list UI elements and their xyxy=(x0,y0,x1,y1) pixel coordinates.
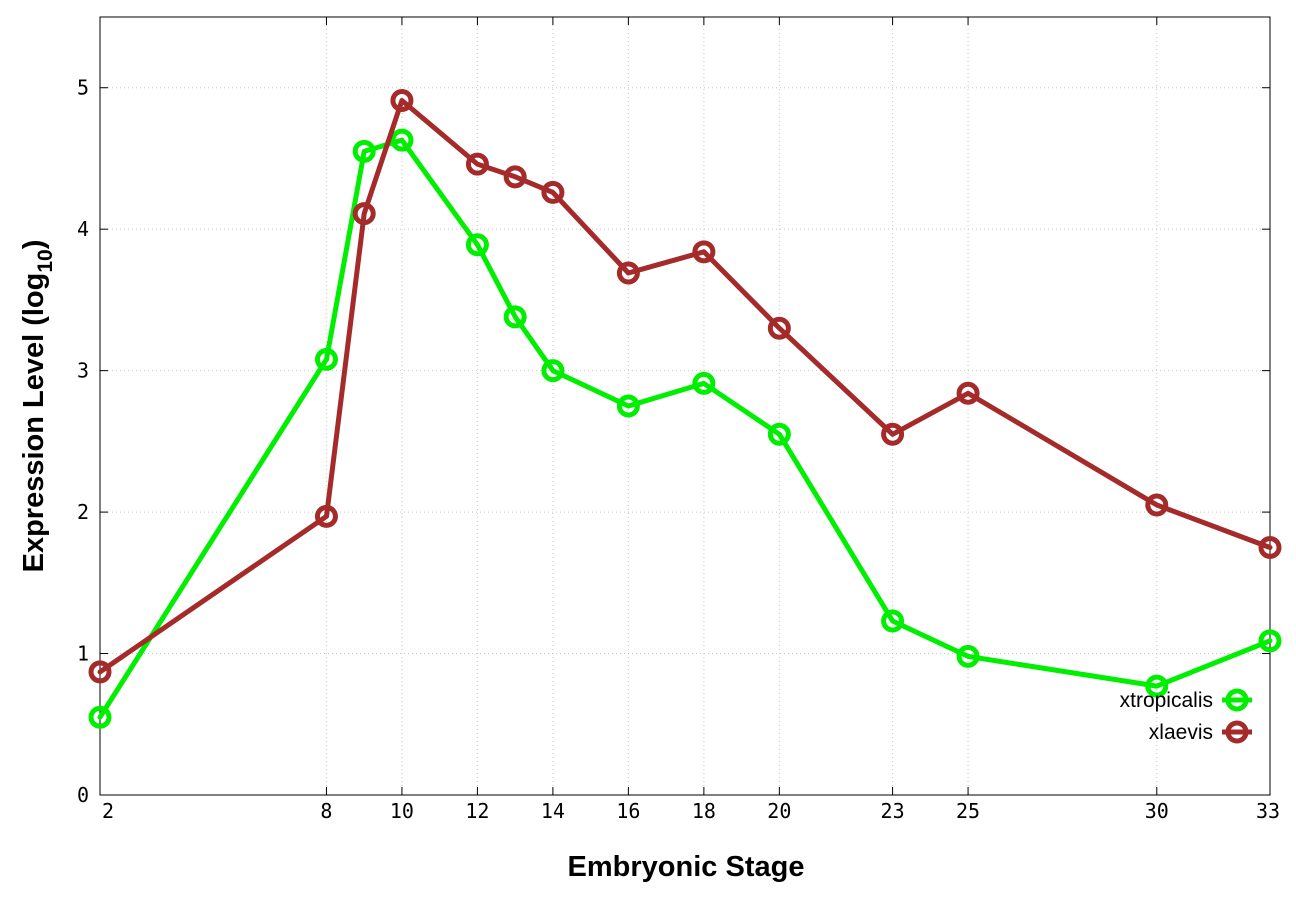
x-tick-label: 20 xyxy=(767,799,791,823)
x-tick-label: 12 xyxy=(465,799,489,823)
x-tick-label: 10 xyxy=(390,799,414,823)
data-point-xtropicalis xyxy=(881,609,905,633)
data-point-xtropicalis xyxy=(503,305,527,329)
x-axis-title: Embryonic Stage xyxy=(568,851,805,883)
y-tick-label: 2 xyxy=(77,500,89,524)
data-point-xtropicalis xyxy=(1145,674,1169,698)
data-point-xtropicalis xyxy=(956,644,980,668)
data-point-xtropicalis xyxy=(88,705,112,729)
data-point-xlaevis xyxy=(767,316,791,340)
y-tick-label: 0 xyxy=(77,783,89,807)
series-xlaevis xyxy=(88,88,1282,684)
data-point-xtropicalis xyxy=(314,347,338,371)
grid xyxy=(100,17,1270,795)
y-axis-title-subscript: 10 xyxy=(34,249,57,272)
y-axis-title: Expression Level (log10) xyxy=(18,240,57,573)
x-tick-label: 8 xyxy=(320,799,332,823)
legend-marker-xtropicalis xyxy=(1225,688,1249,712)
series-line-xtropicalis xyxy=(97,137,1273,720)
y-tick-label: 1 xyxy=(77,642,89,666)
legend-marker-xlaevis xyxy=(1225,720,1249,744)
data-point-xtropicalis xyxy=(692,371,716,395)
data-point-xlaevis xyxy=(692,240,716,264)
x-tick-label: 33 xyxy=(1256,799,1280,823)
y-tick-label: 4 xyxy=(77,217,89,241)
series-line-xlaevis xyxy=(97,98,1273,675)
data-point-xlaevis xyxy=(881,422,905,446)
data-point-xtropicalis xyxy=(465,233,489,257)
x-tick-label: 16 xyxy=(616,799,640,823)
x-tick-label: 18 xyxy=(692,799,716,823)
data-point-xlaevis xyxy=(390,88,414,112)
data-point-xtropicalis xyxy=(541,359,565,383)
data-point-xlaevis xyxy=(541,180,565,204)
y-axis-title-main: Expression Level (log xyxy=(18,273,50,573)
series-group xyxy=(88,88,1282,729)
legend-label-xlaevis: xlaevis xyxy=(1149,721,1213,744)
y-tick-label: 5 xyxy=(77,76,89,100)
data-point-xlaevis xyxy=(503,165,527,189)
data-point-xtropicalis xyxy=(352,139,376,163)
data-point-xtropicalis xyxy=(390,128,414,152)
data-point-xlaevis xyxy=(616,261,640,285)
data-point-xlaevis xyxy=(1145,493,1169,517)
legend-label-xtropicalis: xtropicalis xyxy=(1120,689,1213,712)
plot-area-border xyxy=(99,16,1271,796)
data-point-xlaevis xyxy=(1258,535,1282,559)
data-point-xlaevis xyxy=(352,202,376,226)
data-point-xlaevis xyxy=(88,660,112,684)
x-tick-label: 23 xyxy=(881,799,905,823)
legend: xtropicalis xlaevis xyxy=(1120,688,1252,744)
data-point-xlaevis xyxy=(314,504,338,528)
series-xtropicalis xyxy=(88,128,1282,729)
x-tick-label: 30 xyxy=(1145,799,1169,823)
x-tick-label: 14 xyxy=(541,799,565,823)
x-tick-label: 25 xyxy=(956,799,980,823)
data-point-xtropicalis xyxy=(616,394,640,418)
data-point-xlaevis xyxy=(956,381,980,405)
data-point-xtropicalis xyxy=(1258,629,1282,653)
y-tick-label: 3 xyxy=(77,359,89,383)
data-point-xlaevis xyxy=(465,152,489,176)
data-point-xtropicalis xyxy=(767,422,791,446)
x-tick-label: 2 xyxy=(102,799,114,823)
y-axis-title-suffix: ) xyxy=(18,240,50,250)
